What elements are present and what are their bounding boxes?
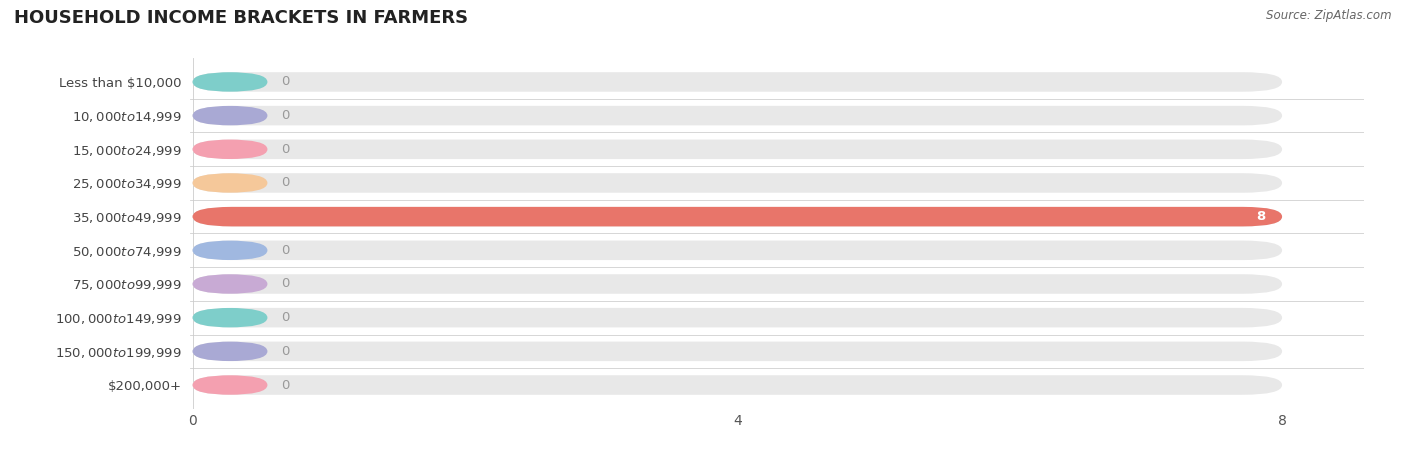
- FancyBboxPatch shape: [193, 241, 1282, 260]
- Text: 8: 8: [1257, 210, 1265, 223]
- FancyBboxPatch shape: [193, 173, 267, 193]
- FancyBboxPatch shape: [193, 140, 1282, 159]
- FancyBboxPatch shape: [193, 207, 1282, 226]
- FancyBboxPatch shape: [193, 274, 267, 294]
- FancyBboxPatch shape: [193, 72, 1282, 92]
- FancyBboxPatch shape: [193, 375, 267, 395]
- FancyBboxPatch shape: [193, 308, 267, 327]
- FancyBboxPatch shape: [193, 106, 267, 125]
- FancyBboxPatch shape: [193, 72, 267, 92]
- FancyBboxPatch shape: [193, 207, 1282, 226]
- FancyBboxPatch shape: [193, 241, 267, 260]
- Text: 0: 0: [281, 143, 290, 156]
- FancyBboxPatch shape: [193, 173, 1282, 193]
- FancyBboxPatch shape: [193, 106, 1282, 125]
- Text: 0: 0: [281, 75, 290, 88]
- FancyBboxPatch shape: [193, 274, 1282, 294]
- Text: Source: ZipAtlas.com: Source: ZipAtlas.com: [1267, 9, 1392, 22]
- Text: HOUSEHOLD INCOME BRACKETS IN FARMERS: HOUSEHOLD INCOME BRACKETS IN FARMERS: [14, 9, 468, 27]
- Text: 0: 0: [281, 244, 290, 257]
- FancyBboxPatch shape: [193, 342, 267, 361]
- Text: 0: 0: [281, 379, 290, 392]
- Text: 0: 0: [281, 109, 290, 122]
- Text: 0: 0: [281, 176, 290, 189]
- FancyBboxPatch shape: [193, 308, 1282, 327]
- Text: 0: 0: [281, 345, 290, 358]
- FancyBboxPatch shape: [193, 140, 267, 159]
- Text: 0: 0: [281, 277, 290, 291]
- Text: 0: 0: [281, 311, 290, 324]
- FancyBboxPatch shape: [193, 342, 1282, 361]
- FancyBboxPatch shape: [193, 375, 1282, 395]
